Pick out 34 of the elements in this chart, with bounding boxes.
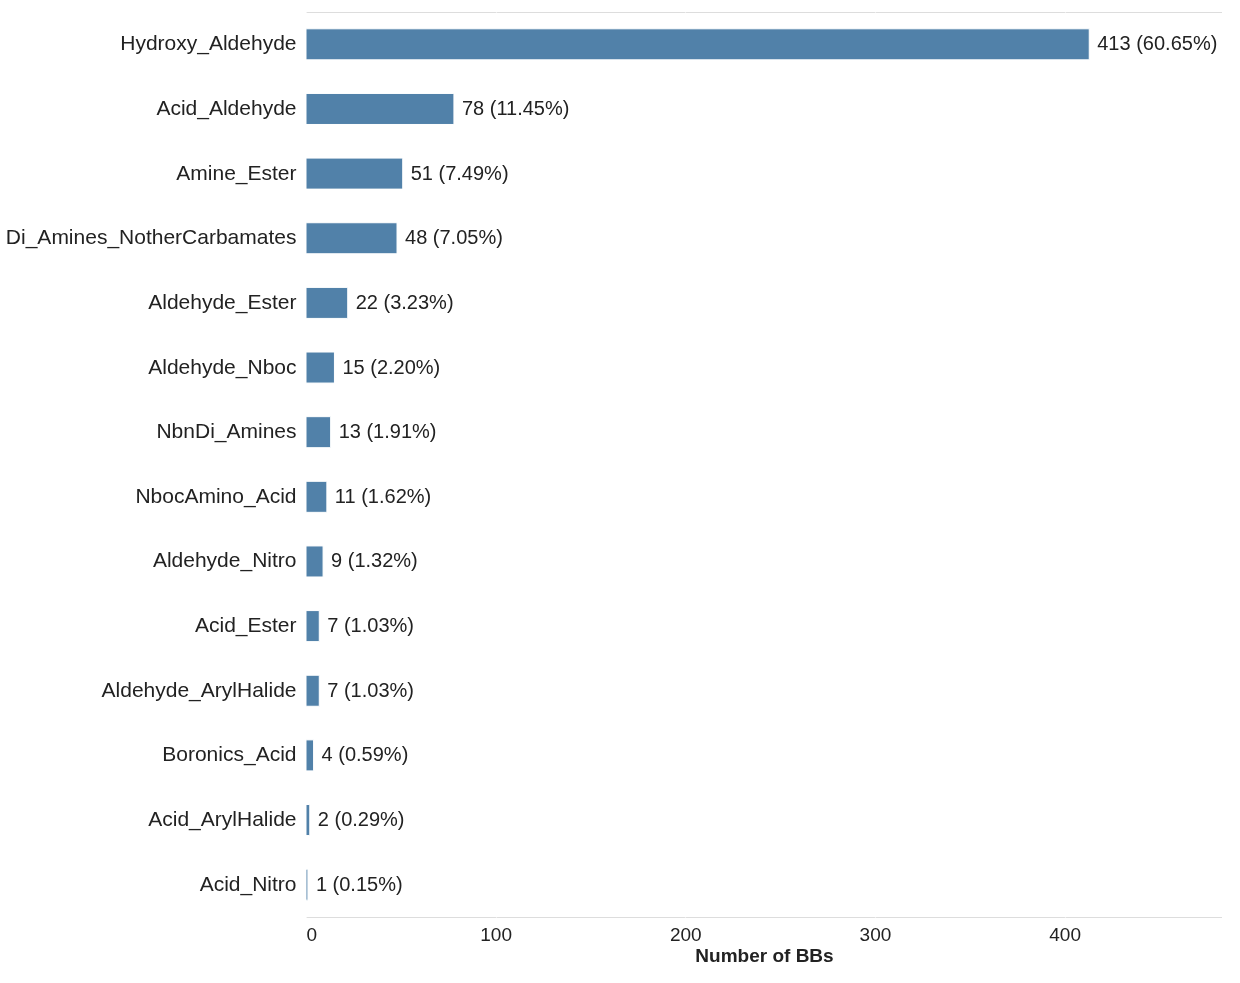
- y-tick-label: Aldehyde_ArylHalide: [101, 677, 297, 702]
- data-label: 51 (7.49%): [410, 161, 509, 184]
- y-tick-label: Di_Amines_NotherCarbamates: [5, 225, 297, 250]
- y-tick-label: Aldehyde_Ester: [148, 289, 297, 314]
- y-tick-label: Boronics_Acid: [162, 742, 297, 767]
- x-tick-label: 400: [1049, 923, 1081, 945]
- y-tick-label: Acid_ArylHalide: [148, 807, 297, 832]
- data-label: 4 (0.59%): [321, 743, 409, 766]
- x-axis-title: Number of BBs: [695, 944, 834, 966]
- data-label: 11 (1.62%): [334, 484, 432, 507]
- y-tick-label: Acid_Nitro: [199, 871, 297, 896]
- data-label: 48 (7.05%): [405, 226, 503, 249]
- data-label: 2 (0.29%): [317, 808, 405, 831]
- x-tick-label: 100: [480, 923, 512, 945]
- y-tick-label: Acid_Ester: [194, 613, 297, 638]
- y-tick-label: Acid_Aldehyde: [156, 95, 297, 120]
- data-label: 78 (11.45%): [461, 96, 570, 119]
- data-label: 13 (1.91%): [338, 420, 437, 443]
- data-label: 15 (2.20%): [342, 355, 441, 378]
- y-tick-label: NbocAmino_Acid: [135, 483, 297, 508]
- x-tick-label: 200: [669, 923, 702, 945]
- data-label: 22 (3.23%): [355, 290, 454, 313]
- data-label: 1 (0.15%): [315, 872, 403, 895]
- y-tick-label: NbnDi_Amines: [156, 419, 297, 444]
- data-label: 7 (1.03%): [327, 614, 414, 637]
- x-tick-label: 0: [306, 923, 318, 945]
- y-tick-label: Aldehyde_Nitro: [152, 548, 297, 573]
- data-label: 7 (1.03%): [327, 678, 414, 701]
- y-tick-label: Hydroxy_Aldehyde: [120, 31, 297, 56]
- data-label: 9 (1.32%): [331, 549, 418, 572]
- x-tick-label: 300: [859, 923, 892, 945]
- data-label: 413 (60.65%): [1097, 32, 1218, 55]
- y-tick-label: Aldehyde_Nboc: [148, 354, 297, 379]
- y-tick-label: Amine_Ester: [176, 160, 297, 185]
